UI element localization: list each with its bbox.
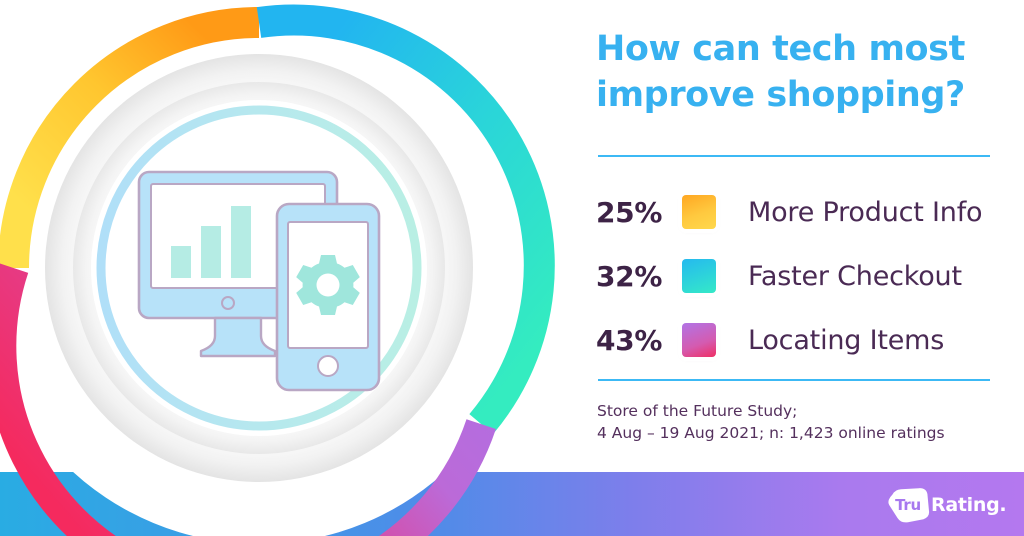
monitor-screen: [150, 183, 326, 289]
logo-blob-icon: Tru: [886, 487, 930, 523]
trurating-logo: Tru Rating.: [886, 487, 1007, 523]
donut-segment-faster-checkout: [256, 4, 555, 435]
donut-white-backing: [0, 0, 535, 536]
monitor-bar-1: [171, 246, 191, 278]
monitor-body: [137, 170, 339, 320]
divider-bottom: [598, 379, 990, 381]
footnote-line-2: 4 Aug – 19 Aug 2021; n: 1,423 online rat…: [597, 424, 945, 442]
monitor-bar-3: [231, 206, 251, 278]
donut-inner-accent-ring: [96, 105, 422, 431]
legend-swatch-purple: [682, 323, 716, 357]
legend-swatch-cyan: [682, 259, 716, 293]
legend-percent: 43%: [596, 323, 663, 357]
donut-inner-shadow-disc: [73, 82, 445, 454]
phone-home-button: [317, 355, 339, 377]
donut-outer-shadow-disc: [45, 54, 473, 482]
monitor-bar-2: [201, 226, 221, 278]
legend-label: More Product Info: [748, 196, 983, 228]
logo-word-text: Rating.: [931, 494, 1007, 516]
legend-row-more-product-info: 25% More Product Info: [596, 180, 996, 244]
monitor-power-dot: [221, 296, 235, 310]
content-panel: How can tech most improve shopping? 25% …: [596, 0, 996, 472]
phone-screen: [287, 221, 369, 349]
footer-gradient-band: [0, 472, 1024, 536]
donut-inner-white-disc: [91, 100, 427, 436]
donut-segment-more-product-info: [0, 7, 260, 269]
phone-body: [275, 202, 381, 392]
legend: 25% More Product Info 32% Faster Checkou…: [596, 180, 996, 372]
divider-top: [598, 155, 990, 157]
legend-row-faster-checkout: 32% Faster Checkout: [596, 244, 996, 308]
monitor-stand: [199, 316, 277, 358]
logo-mark-text: Tru: [895, 495, 921, 514]
footnote-line-1: Store of the Future Study;: [597, 402, 798, 420]
source-footnote: Store of the Future Study; 4 Aug – 19 Au…: [597, 400, 997, 444]
legend-swatch-orange: [682, 195, 716, 229]
legend-row-locating-items: 43% Locating Items: [596, 308, 996, 372]
page-title: How can tech most improve shopping?: [596, 29, 965, 115]
legend-label: Locating Items: [748, 324, 945, 356]
smartphone-icon: [275, 202, 381, 392]
gear-icon: [296, 255, 360, 315]
legend-percent: 25%: [596, 195, 663, 229]
monitor-icon: [137, 170, 339, 358]
logo-blob-shape: [888, 488, 930, 523]
device-illustration: [137, 170, 381, 392]
legend-percent: 32%: [596, 259, 663, 293]
legend-label: Faster Checkout: [748, 260, 962, 292]
